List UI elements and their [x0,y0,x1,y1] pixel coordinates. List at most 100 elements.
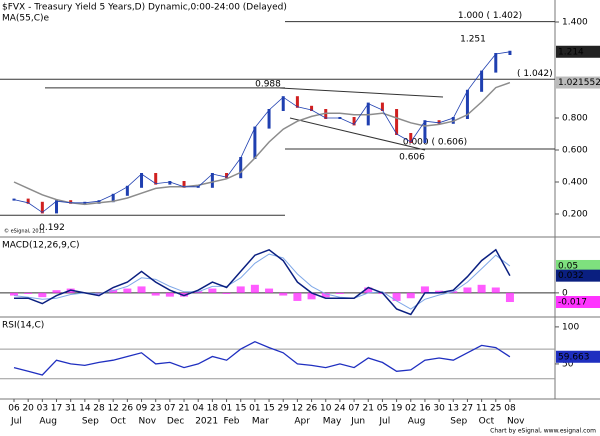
histogram-bar [265,288,274,293]
histogram-bar [137,286,146,293]
y-tick-label: 0 [562,288,568,298]
price-bar [352,117,356,126]
price-bar [182,181,186,188]
last-value-label: 0.05 [558,261,578,271]
indicator-label: MA(55,C)e [2,14,50,24]
price-bar [295,96,299,108]
y-tick-label: 100 [562,322,579,332]
trend-line [289,117,426,151]
panel-title: MACD(12,26,9,C) [2,241,80,251]
price-bar [465,89,469,119]
histogram-bar [321,292,330,298]
month-label: Nov [507,417,525,427]
month-label: Jul [378,417,390,427]
footer: Chart by eSignal, www.esignal.com [490,428,596,435]
x-tick-label: 29 [278,404,290,414]
ma-line [13,81,511,206]
x-tick-label: 24 [334,404,346,414]
price-bar [324,109,328,119]
x-tick-label: 19 [391,404,403,414]
price-bar [253,126,257,159]
price-bar [281,96,285,111]
x-tick-label: 13 [448,404,459,414]
histogram-bar [505,292,514,303]
histogram-bar [208,288,217,293]
y-tick-label: 0.600 [562,146,588,156]
histogram-bar [435,290,444,293]
month-label: Oct [110,417,126,427]
last-value-label: 0.032 [558,271,584,281]
month-label: Feb [224,417,240,427]
last-value-box [556,45,600,58]
point-label: 1.251 [460,34,486,44]
histogram-bar [491,287,500,293]
price-bar [140,173,144,188]
x-tick-label: 26 [122,404,134,414]
x-tick-label: 01 [221,404,232,414]
x-tick-label: 02 [405,404,416,414]
histogram-bar [52,290,61,293]
price-bar [55,200,59,214]
x-tick-label: 31 [65,404,76,414]
histogram-bar [24,292,33,294]
last-value-box [556,350,600,363]
price-bar [409,133,413,143]
panel-title: RSI(14,C) [2,321,44,331]
price-bar [239,157,243,179]
price-bar [494,53,498,73]
price-bar [267,109,271,129]
x-tick-label: 10 [320,404,332,414]
point-label: 0.606 [399,153,425,163]
signal-line [13,253,511,310]
price-bar [366,102,370,126]
last-value-box [556,259,600,272]
price-line [13,51,510,213]
month-label: Dec [167,417,184,427]
histogram-bar [123,288,132,293]
price-bar [97,200,101,204]
x-tick-label: 04 [192,404,204,414]
month-label: Sep [82,417,99,427]
x-tick-label: 03 [37,404,48,414]
histogram-bar [250,284,259,293]
last-value-label: 1.214 [558,47,584,57]
histogram-bar [38,292,47,298]
price-bar [437,120,441,124]
month-label: Aug [39,417,57,427]
x-tick-label: 15 [235,404,246,414]
histogram-bar [392,292,401,301]
x-tick-label: 28 [93,404,105,414]
histogram-bar [420,286,429,293]
month-label: May [323,417,342,427]
watermark: © eSignal, 2011 [4,228,45,235]
month-label: 2021 [195,417,218,427]
histogram-bar [406,292,415,299]
chart-title: $FVX - Treasury Yield 5 Years,D) Dynamic… [2,3,287,13]
price-bar [225,173,229,179]
x-tick-label: 30 [433,404,445,414]
y-tick-label: 1.400 [562,18,588,28]
last-value-box [556,296,600,309]
x-tick-label: 16 [419,404,431,414]
last-value-label: -0.017 [558,298,587,308]
macd-line [14,248,511,316]
price-bar [69,200,73,204]
histogram-bar [109,289,118,293]
x-tick-label: 07 [348,404,359,414]
histogram-bar [364,287,373,293]
histogram-bar [222,292,231,294]
price-bar [395,109,399,135]
x-tick-label: 09 [136,404,148,414]
x-tick-label: 06 [8,404,20,414]
x-tick-label: 21 [178,404,189,414]
histogram-bar [180,292,189,297]
last-value-box [556,76,600,89]
x-tick-label: 27 [462,404,473,414]
price-bar [508,50,512,55]
last-value-box [556,269,600,282]
month-label: Jun [350,417,365,427]
price-bar [423,120,427,143]
price-bar [168,181,172,185]
